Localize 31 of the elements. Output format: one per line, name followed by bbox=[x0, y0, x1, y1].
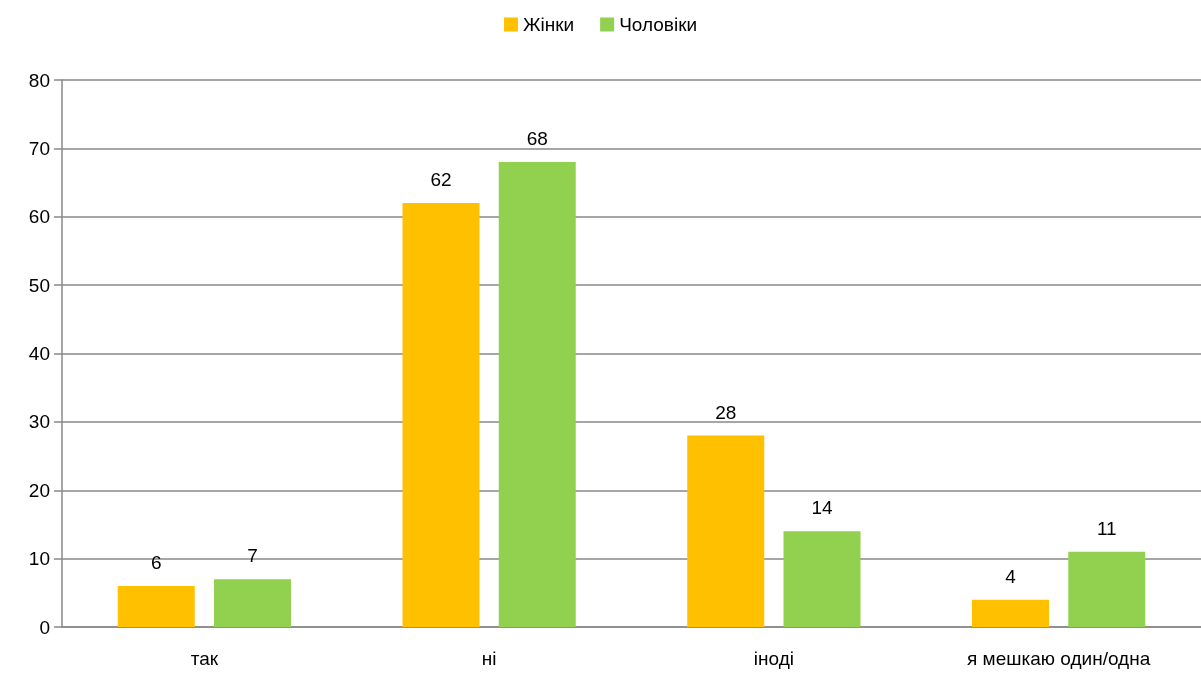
x-tick-label: так bbox=[190, 648, 219, 669]
bar bbox=[783, 531, 861, 627]
data-label: 11 bbox=[1096, 517, 1117, 539]
bar bbox=[498, 162, 576, 627]
data-label: 68 bbox=[526, 128, 548, 150]
bar bbox=[1068, 551, 1146, 627]
data-label: 28 bbox=[715, 401, 737, 423]
bar bbox=[214, 579, 291, 627]
y-tick-label: 70 bbox=[28, 137, 50, 159]
y-tick-label: 80 bbox=[28, 69, 50, 91]
bar bbox=[402, 203, 480, 627]
y-tick-label: 30 bbox=[28, 411, 50, 433]
y-tick-label: 10 bbox=[28, 548, 50, 570]
data-label: 62 bbox=[430, 169, 452, 191]
y-tick-label: 20 bbox=[28, 479, 50, 501]
data-label: 7 bbox=[247, 545, 258, 567]
x-tick-label: іноді bbox=[753, 648, 794, 669]
bar bbox=[687, 435, 765, 627]
data-label: 14 bbox=[811, 497, 833, 519]
y-tick-label: 60 bbox=[28, 206, 50, 228]
bar bbox=[972, 599, 1049, 627]
legend-label: Чоловіки bbox=[619, 14, 698, 35]
x-tick-label: ні bbox=[481, 648, 497, 669]
data-label: 6 bbox=[150, 551, 162, 573]
legend-label: Жінки bbox=[522, 14, 575, 35]
y-tick-label: 50 bbox=[28, 274, 50, 296]
x-tick-label: я мешкаю один/одна bbox=[967, 648, 1151, 669]
data-label: 4 bbox=[1005, 565, 1017, 587]
y-tick-label: 40 bbox=[28, 343, 50, 364]
bar bbox=[117, 585, 195, 627]
y-tick-label: 0 bbox=[39, 616, 50, 638]
